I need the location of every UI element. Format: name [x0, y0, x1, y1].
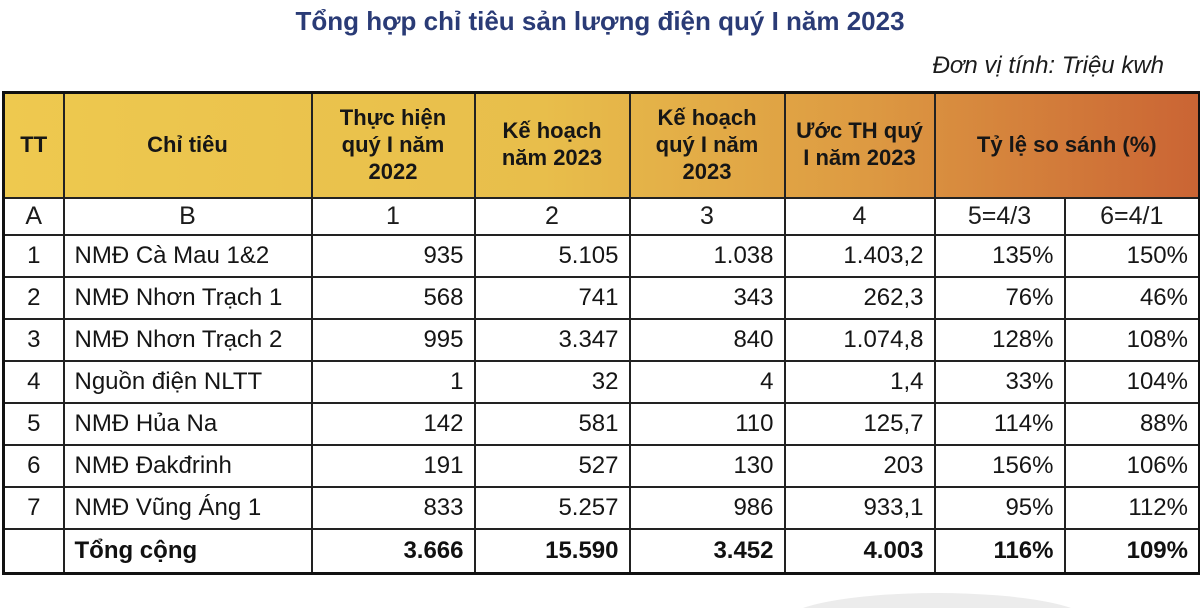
- row-name: NMĐ Hủa Na: [62, 401, 313, 446]
- row-value-4: 933,1: [783, 485, 936, 530]
- row-value-2: 741: [473, 275, 631, 320]
- table-row: 1 NMĐ Cà Mau 1&2 935 5.105 1.038 1.403,2…: [2, 233, 1200, 278]
- row-ratio-2: 106%: [1063, 443, 1200, 488]
- row-value-4: 262,3: [783, 275, 936, 320]
- row-value-4: 1.403,2: [783, 233, 936, 278]
- subheader-a: A: [2, 196, 65, 236]
- row-value-2: 581: [473, 401, 631, 446]
- table-total-row: Tổng cộng 3.666 15.590 3.452 4.003 116% …: [2, 527, 1200, 575]
- row-ratio-1: 128%: [933, 317, 1066, 362]
- row-name: NMĐ Vũng Áng 1: [62, 485, 313, 530]
- header-ty-le-so-sanh: Tỷ lệ so sánh (%): [933, 91, 1200, 199]
- subheader-1: 1: [310, 196, 476, 236]
- row-ratio-2: 88%: [1063, 401, 1200, 446]
- row-index: 6: [2, 443, 65, 488]
- table-row: 4 Nguồn điện NLTT 1 32 4 1,4 33% 104%: [2, 359, 1200, 404]
- row-index: 4: [2, 359, 65, 404]
- total-label: Tổng cộng: [62, 527, 313, 575]
- row-index: 1: [2, 233, 65, 278]
- row-ratio-1: 33%: [933, 359, 1066, 404]
- row-index: 7: [2, 485, 65, 530]
- header-chi-tieu: Chỉ tiêu: [62, 91, 313, 199]
- row-value-3: 343: [628, 275, 786, 320]
- row-value-2: 527: [473, 443, 631, 488]
- table-row: 5 NMĐ Hủa Na 142 581 110 125,7 114% 88%: [2, 401, 1200, 446]
- row-index: 3: [2, 317, 65, 362]
- row-index: 5: [2, 401, 65, 446]
- row-ratio-2: 46%: [1063, 275, 1200, 320]
- row-name: NMĐ Nhơn Trạch 1: [62, 275, 313, 320]
- row-value-4: 1,4: [783, 359, 936, 404]
- subheader-b: B: [62, 196, 313, 236]
- header-ke-hoach-2023: Kế hoạch năm 2023: [473, 91, 631, 199]
- total-ratio-1: 116%: [933, 527, 1066, 575]
- row-value-3: 1.038: [628, 233, 786, 278]
- row-ratio-1: 135%: [933, 233, 1066, 278]
- row-value-1: 142: [310, 401, 476, 446]
- total-value-1: 3.666: [310, 527, 476, 575]
- row-name: NMĐ Đakđrinh: [62, 443, 313, 488]
- total-ratio-2: 109%: [1063, 527, 1200, 575]
- table-row: 6 NMĐ Đakđrinh 191 527 130 203 156% 106%: [2, 443, 1200, 488]
- row-name: NMĐ Nhơn Trạch 2: [62, 317, 313, 362]
- table-header-row: TT Chỉ tiêu Thực hiện quý I năm 2022 Kế …: [2, 91, 1200, 199]
- background-arc-decoration: [782, 593, 1092, 608]
- row-value-1: 568: [310, 275, 476, 320]
- row-value-2: 5.257: [473, 485, 631, 530]
- row-value-1: 995: [310, 317, 476, 362]
- header-tt: TT: [2, 91, 65, 199]
- row-value-1: 191: [310, 443, 476, 488]
- row-name: Nguồn điện NLTT: [62, 359, 313, 404]
- table-row: 3 NMĐ Nhơn Trạch 2 995 3.347 840 1.074,8…: [2, 317, 1200, 362]
- table-row: 7 NMĐ Vũng Áng 1 833 5.257 986 933,1 95%…: [2, 485, 1200, 530]
- production-summary-table: TT Chỉ tiêu Thực hiện quý I năm 2022 Kế …: [2, 91, 1200, 575]
- total-value-2: 15.590: [473, 527, 631, 575]
- header-uoc-th-quy1-2023: Ước TH quý I năm 2023: [783, 91, 936, 199]
- row-ratio-2: 108%: [1063, 317, 1200, 362]
- table-subheader-row: A B 1 2 3 4 5=4/3 6=4/1: [2, 196, 1200, 236]
- row-ratio-1: 95%: [933, 485, 1066, 530]
- row-value-4: 125,7: [783, 401, 936, 446]
- row-index: 2: [2, 275, 65, 320]
- row-value-3: 840: [628, 317, 786, 362]
- page-title: Tổng hợp chỉ tiêu sản lượng điện quý I n…: [295, 6, 905, 36]
- header-thuc-hien-2022: Thực hiện quý I năm 2022: [310, 91, 476, 199]
- header-ke-hoach-quy1-2023: Kế hoạch quý I năm 2023: [628, 91, 786, 199]
- row-value-1: 935: [310, 233, 476, 278]
- subheader-3: 3: [628, 196, 786, 236]
- row-value-2: 5.105: [473, 233, 631, 278]
- row-ratio-1: 76%: [933, 275, 1066, 320]
- row-ratio-1: 114%: [933, 401, 1066, 446]
- table-row: 2 NMĐ Nhơn Trạch 1 568 741 343 262,3 76%…: [2, 275, 1200, 320]
- row-value-1: 1: [310, 359, 476, 404]
- row-value-3: 110: [628, 401, 786, 446]
- row-value-3: 4: [628, 359, 786, 404]
- row-ratio-1: 156%: [933, 443, 1066, 488]
- row-value-4: 1.074,8: [783, 317, 936, 362]
- row-value-3: 130: [628, 443, 786, 488]
- subheader-4: 4: [783, 196, 936, 236]
- subheader-2: 2: [473, 196, 631, 236]
- row-ratio-2: 150%: [1063, 233, 1200, 278]
- row-ratio-2: 104%: [1063, 359, 1200, 404]
- subheader-6-4-1: 6=4/1: [1063, 196, 1200, 236]
- subheader-5-4-3: 5=4/3: [933, 196, 1066, 236]
- unit-note: Đơn vị tính: Triệu kwh: [932, 52, 1164, 79]
- row-value-2: 3.347: [473, 317, 631, 362]
- total-value-3: 3.452: [628, 527, 786, 575]
- row-value-4: 203: [783, 443, 936, 488]
- row-value-1: 833: [310, 485, 476, 530]
- row-value-3: 986: [628, 485, 786, 530]
- row-value-2: 32: [473, 359, 631, 404]
- total-value-4: 4.003: [783, 527, 936, 575]
- row-ratio-2: 112%: [1063, 485, 1200, 530]
- total-index: [2, 527, 65, 575]
- row-name: NMĐ Cà Mau 1&2: [62, 233, 313, 278]
